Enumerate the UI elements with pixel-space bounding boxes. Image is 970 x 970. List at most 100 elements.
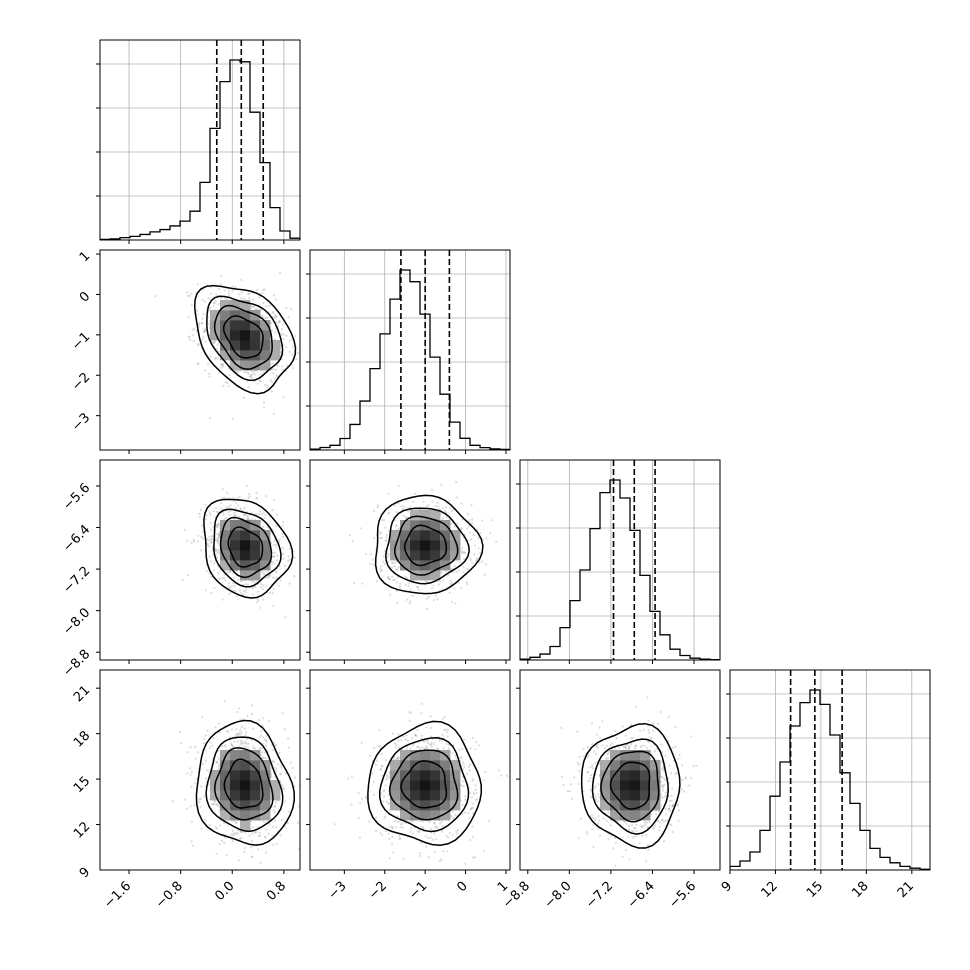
scatter-point [594,785,597,788]
scatter-point [288,339,291,342]
density-cell [410,530,421,541]
scatter-point [217,578,220,581]
scatter-point [256,497,259,500]
scatter-point [228,513,231,516]
scatter-point [277,321,281,324]
scatter-point [218,548,221,551]
scatter-point [445,506,448,509]
scatter-point [647,741,650,744]
scatter-point [212,803,215,806]
scatter-point [467,817,471,820]
scatter-point [279,272,282,275]
scatter-point [208,372,211,375]
scatter-point [372,781,375,784]
scatter-point [206,543,209,547]
scatter-point [231,290,234,293]
scatter-point [252,727,255,730]
density-cell [230,340,241,351]
scatter-point [439,822,442,825]
scatter-point [404,517,408,520]
scatter-point [281,547,284,550]
scatter-point [196,283,199,286]
contour-level [385,507,470,585]
contour-level [222,315,264,359]
scatter-point [442,850,445,853]
scatter-point [217,765,220,768]
scatter-point [424,835,427,838]
scatter-point [238,589,241,592]
scatter-point [460,502,463,505]
density-cell [230,300,241,311]
scatter-point [475,798,478,802]
scatter-point [391,561,394,564]
scatter-point [644,823,647,826]
scatter-point [288,582,291,585]
scatter-point [385,773,388,777]
scatter-point [274,331,277,334]
scatter-point [230,744,233,747]
scatter-point [213,569,216,572]
scatter-point [272,741,276,744]
scatter-point [393,504,396,507]
scatter-point [359,801,362,805]
contour-level [205,736,284,833]
scatter-point [379,832,382,835]
density-cell [450,790,461,801]
scatter-point [385,759,388,762]
scatter-point [454,813,457,816]
scatter-point [380,765,383,768]
density-cell [240,350,251,361]
density-cell [420,510,431,521]
density-cell [220,530,231,541]
scatter-point [425,745,428,748]
scatter-point [442,747,445,750]
scatter-point [251,298,255,301]
density-cell [260,330,271,341]
scatter-point [399,823,402,826]
scatter-point [438,580,441,583]
scatter-point [456,832,459,835]
scatter-point [230,833,233,837]
scatter-point [261,525,264,529]
scatter-point [482,850,485,853]
scatter-point [403,505,406,508]
density-cell [410,510,421,521]
scatter-point [275,801,278,804]
scatter-point [411,500,414,503]
scatter-point [420,702,423,705]
scatter-point [258,831,261,834]
scatter-point [282,396,285,399]
density-cell [260,560,271,571]
scatter-point [280,328,283,331]
density-cell [250,340,261,351]
scatter-point [387,492,390,495]
scatter-point [470,521,473,525]
density-cell [220,750,231,761]
scatter-point [247,515,250,518]
scatter-point [452,817,455,820]
scatter-point [471,562,474,565]
scatter-point [220,283,223,286]
scatter-point [262,511,265,514]
scatter-point [469,747,472,750]
scatter-point [228,571,231,574]
scatter-point [469,558,473,562]
scatter-point [261,717,264,720]
scatter-point [398,835,401,838]
density-cell [250,350,261,361]
scatter-point [229,570,232,574]
scatter-point [217,768,220,771]
scatter-point [259,746,262,750]
scatter-point [273,562,276,565]
scatter-point [265,828,268,831]
contour-level [193,284,297,395]
scatter-point [287,810,291,813]
scatter-point [459,561,462,564]
scatter-point [395,524,398,527]
scatter-point [456,522,459,525]
scatter-point [402,514,405,518]
scatter-point [371,558,374,561]
scatter-point [421,825,424,829]
scatter-point [271,362,275,365]
scatter-point [205,518,208,521]
